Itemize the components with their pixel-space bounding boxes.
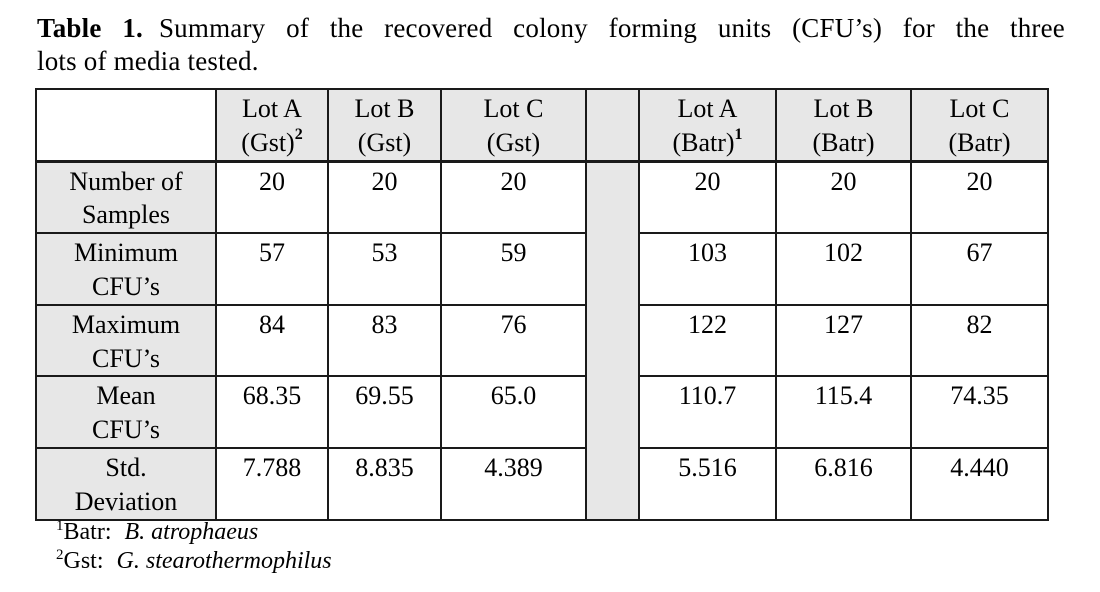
row-label-std-deviation: Std. Deviation — [35, 446, 217, 521]
column-header-line2: (Batr) — [948, 127, 1011, 157]
cfu-summary-table: Lot A (Gst)2 Lot B (Gst) Lot C (Gst) Lot A(… — [35, 87, 1049, 521]
cell-samples-lot-c-gst: 20 — [440, 160, 587, 235]
cell-max-lot-b-batr: 127 — [775, 303, 912, 378]
table-row-minimum-cfus: Minimum CFU’s 57 53 59 103 102 67 — [35, 232, 1049, 306]
row-label-maximum-cfus: Maximum CFU’s — [35, 303, 217, 378]
row-label-minimum-cfus: Minimum CFU’s — [35, 232, 217, 306]
column-header-lot-c-batr: Lot C (Batr) — [910, 87, 1049, 163]
row-label-line1: Mean — [96, 381, 156, 411]
column-header-line1: Lot B — [813, 94, 874, 123]
cell-samples-lot-b-gst: 20 — [327, 160, 442, 235]
cell-mean-lot-b-batr: 115.4 — [775, 375, 912, 449]
column-header-lot-a-gst: Lot A (Gst)2 — [215, 87, 329, 163]
column-header-lot-b-batr: Lot B (Batr) — [775, 87, 912, 163]
row-label-line2: Samples — [81, 200, 171, 230]
cell-max-lot-b-gst: 83 — [327, 303, 442, 378]
cell-samples-lot-a-gst: 20 — [215, 160, 329, 235]
spacer-header-cell — [585, 87, 640, 163]
column-header-line1: Lot A — [242, 94, 302, 123]
cell-max-lot-c-batr: 82 — [910, 303, 1049, 378]
column-header-superscript: 1 — [734, 126, 743, 144]
column-header-lot-b-gst: Lot B (Gst) — [327, 87, 442, 163]
cell-std-lot-c-batr: 4.440 — [910, 446, 1049, 521]
footnote-abbr: Batr: — [63, 519, 112, 545]
column-header-lot-c-gst: Lot C (Gst) — [440, 87, 587, 163]
footnote-gst: 2Gst: G. stearothermophilus — [56, 547, 332, 576]
cell-std-lot-b-batr: 6.816 — [775, 446, 912, 521]
spacer-column — [585, 160, 640, 521]
cell-min-lot-b-batr: 102 — [775, 232, 912, 306]
column-header-line1: Lot B — [354, 94, 415, 123]
column-header-lot-a-batr: Lot A (Batr)1 — [638, 87, 777, 163]
column-header-line2: (Batr) — [812, 127, 875, 157]
footnote-species: B. atrophaeus — [124, 519, 259, 545]
cell-mean-lot-c-gst: 65.0 — [440, 375, 587, 449]
table-caption-label: Table 1. — [37, 13, 143, 43]
footnote-superscript: 2 — [56, 547, 64, 563]
cell-samples-lot-c-batr: 20 — [910, 160, 1049, 235]
table-row-mean-cfus: Mean CFU’s 68.35 69.55 65.0 110.7 115.4 7… — [35, 375, 1049, 449]
cell-mean-lot-b-gst: 69.55 — [327, 375, 442, 449]
table-row-number-of-samples: Number of Samples 20 20 20 20 20 20 — [35, 160, 1049, 521]
column-header-line2: (Gst) — [241, 127, 295, 157]
row-label-line1: Std. — [105, 452, 147, 482]
row-label-line1: Minimum — [73, 238, 178, 268]
table-caption-line1: Table 1. Summary of the recovered colony … — [37, 12, 1065, 45]
table-row-maximum-cfus: Maximum CFU’s 84 83 76 122 127 82 — [35, 303, 1049, 378]
cell-min-lot-a-gst: 57 — [215, 232, 329, 306]
cell-std-lot-b-gst: 8.835 — [327, 446, 442, 521]
row-label-number-of-samples: Number of Samples — [35, 160, 217, 235]
column-header-line2: (Gst) — [486, 127, 541, 157]
cell-mean-lot-c-batr: 74.35 — [910, 375, 1049, 449]
table-caption-line2: lots of media tested. — [37, 45, 259, 76]
cell-min-lot-c-gst: 59 — [440, 232, 587, 306]
cell-max-lot-a-batr: 122 — [638, 303, 777, 378]
row-label-line2: Deviation — [74, 486, 178, 516]
table-caption-text: Summary of the recovered colony forming … — [158, 13, 1065, 43]
table-row-std-deviation: Std. Deviation 7.788 8.835 4.389 5.516 6.… — [35, 446, 1049, 521]
header-row: Lot A (Gst)2 Lot B (Gst) Lot C (Gst) Lot A(… — [35, 87, 1049, 163]
cell-samples-lot-b-batr: 20 — [775, 160, 912, 235]
cell-mean-lot-a-batr: 110.7 — [638, 375, 777, 449]
cell-max-lot-a-gst: 84 — [215, 303, 329, 378]
table-footnotes: 1Batr: B. atrophaeus 2Gst: G. stearothermo… — [56, 518, 332, 576]
row-label-line2: CFU’s — [92, 415, 160, 445]
cell-std-lot-c-gst: 4.389 — [440, 446, 587, 521]
footnote-abbr: Gst: — [63, 548, 104, 574]
row-label-mean-cfus: Mean CFU’s — [35, 375, 217, 449]
column-header-line1: Lot C — [483, 94, 544, 123]
column-header-line2: (Gst) — [357, 127, 412, 157]
cell-min-lot-a-batr: 103 — [638, 232, 777, 306]
footnote-species: G. stearothermophilus — [116, 548, 332, 574]
cell-min-lot-c-batr: 67 — [910, 232, 1049, 306]
column-header-line2: (Batr) — [672, 127, 735, 157]
cell-min-lot-b-gst: 53 — [327, 232, 442, 306]
footnote-batr: 1Batr: B. atrophaeus — [56, 518, 332, 547]
row-label-line2: CFU’s — [92, 343, 160, 373]
corner-cell — [35, 87, 217, 163]
row-label-line1: Number of — [69, 166, 183, 196]
table-caption: Table 1. Summary of the recovered colony … — [37, 12, 1065, 78]
cell-mean-lot-a-gst: 68.35 — [215, 375, 329, 449]
cell-std-lot-a-batr: 5.516 — [638, 446, 777, 521]
row-label-line2: CFU’s — [92, 271, 160, 301]
footnote-superscript: 1 — [56, 518, 64, 534]
cell-max-lot-c-gst: 76 — [440, 303, 587, 378]
column-header-line1: Lot C — [949, 94, 1010, 123]
cell-samples-lot-a-batr: 20 — [638, 160, 777, 235]
cell-std-lot-a-gst: 7.788 — [215, 446, 329, 521]
row-label-line1: Maximum — [71, 309, 181, 339]
column-header-line1: Lot A — [677, 94, 738, 123]
column-header-superscript: 2 — [294, 126, 303, 144]
